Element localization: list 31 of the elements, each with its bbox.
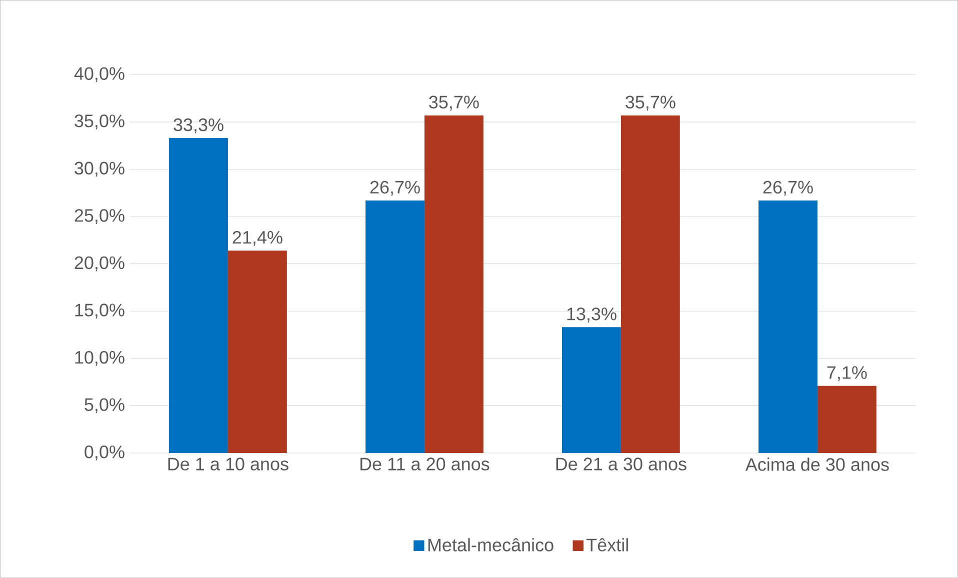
data-label: 26,7% [370,181,420,196]
data-label: 21,4% [232,231,282,246]
x-tick-label: De 21 a 30 anos [556,458,686,471]
data-label: 33,3% [174,118,224,134]
bar [228,250,287,454]
y-tick-label: 0,0% [84,446,124,461]
data-label: 26,7% [763,181,813,196]
bar [424,115,484,454]
legend-label: Têxtil [586,538,628,552]
data-label: 13,3% [567,308,616,323]
legend-label: Metal-mecânico [428,538,554,552]
data-label: 35,7% [429,96,479,111]
bar [562,327,621,454]
y-tick-label: 30,0% [74,162,124,177]
y-tick-label: 35,0% [74,114,124,130]
y-tick-label: 15,0% [75,304,124,319]
y-tick-label: 5,0% [84,398,124,414]
bar [366,200,424,454]
y-tick-label: 10,0% [75,351,124,366]
y-tick-label: 40,0% [74,67,124,82]
bar [620,115,680,454]
x-tick-label: De 11 a 20 anos [360,458,490,471]
data-label: 35,7% [626,96,676,111]
x-tick-label: De 1 a 10 anos [168,458,288,471]
y-tick-label: 20,0% [74,256,124,272]
data-label: 7,1% [827,366,867,382]
x-tick-label: Acima de 30 anos [745,458,889,472]
bar [758,200,818,454]
y-tick-label: 25,0% [74,209,124,224]
bar [817,386,876,454]
bar [169,138,228,454]
